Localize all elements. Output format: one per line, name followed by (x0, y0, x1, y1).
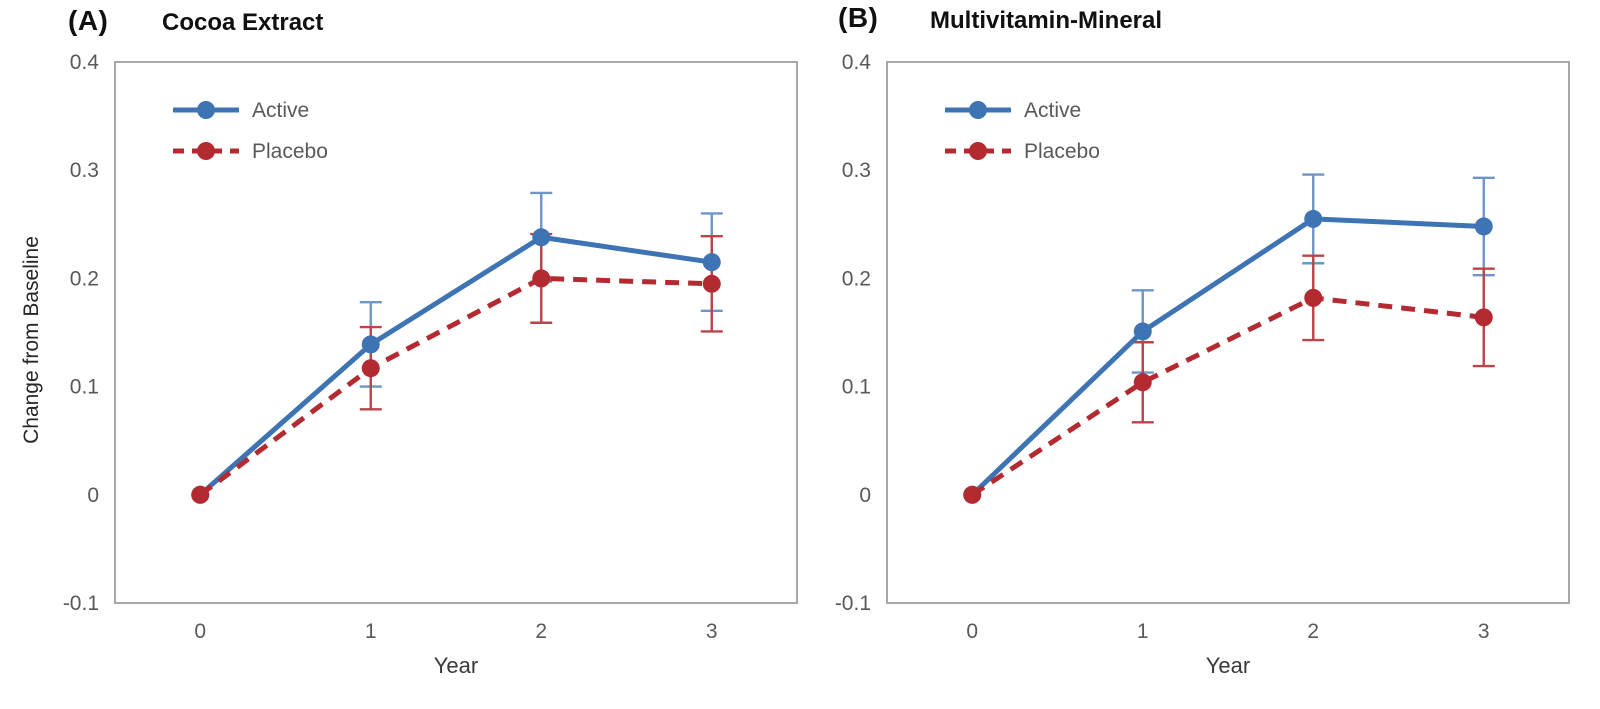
legend: Active Placebo (945, 99, 1100, 163)
y-tick-label: 0.1 (70, 376, 99, 399)
active-marker (532, 228, 551, 247)
legend-marker (969, 142, 987, 160)
placebo-marker (191, 485, 210, 504)
placebo-marker (702, 274, 721, 293)
panel-b: 0.4 0.3 0.2 0.1 0 -0.1 0 1 2 3 Active Placebo (835, 51, 1570, 643)
y-tick-label: 0.4 (842, 51, 872, 74)
x-tick-label: 1 (365, 620, 377, 643)
y-axis-title: Change from Baseline (20, 236, 43, 444)
x-tick-label: 1 (1137, 620, 1149, 643)
legend-label: Placebo (252, 140, 328, 163)
x-tick-label: 3 (1478, 620, 1490, 643)
legend-marker (197, 142, 215, 160)
placebo-line (198, 275, 712, 497)
placebo-marker (963, 485, 982, 504)
active-marker (361, 335, 380, 354)
plot-frame (886, 61, 1570, 604)
y-tick-label: 0.2 (842, 267, 871, 290)
placebo-marker (1304, 288, 1323, 307)
panel-a: 0.4 0.3 0.2 0.1 0 -0.1 0 1 2 3 Active Placebo (63, 51, 798, 643)
x-tick-label: 2 (535, 620, 547, 643)
legend-item-placebo: Placebo (945, 140, 1100, 163)
panel-a-x-axis-title: Year (433, 653, 479, 678)
x-tick-label: 0 (194, 620, 206, 643)
placebo-marker (361, 359, 380, 378)
active-marker (1304, 209, 1323, 228)
legend-marker (197, 101, 215, 119)
placebo-marker (1474, 308, 1493, 327)
active-marker (702, 253, 721, 272)
legend-item-active: Active (945, 99, 1081, 122)
y-tick-label: 0.3 (842, 159, 871, 182)
y-tick-label: 0 (87, 484, 99, 507)
legend-label: Active (1024, 99, 1081, 122)
x-tick-label: 0 (966, 620, 978, 643)
y-tick-label: 0.1 (842, 376, 871, 399)
legend: Active Placebo (173, 99, 328, 163)
y-tick-label: -0.1 (835, 592, 871, 615)
plot-frame (114, 61, 798, 604)
x-tick-label: 3 (706, 620, 718, 643)
placebo-line (970, 295, 1485, 497)
legend-marker (969, 101, 987, 119)
y-tick-label: 0.4 (70, 51, 100, 74)
y-tick-label: -0.1 (63, 592, 99, 615)
legend-label: Active (252, 99, 309, 122)
legend-label: Placebo (1024, 140, 1100, 163)
placebo-marker (1133, 373, 1152, 392)
y-tick-label: 0.3 (70, 159, 99, 182)
panel-a-title: Cocoa Extract (162, 9, 324, 36)
panel-b-title: Multivitamin-Mineral (930, 7, 1163, 34)
panel-b-x-axis-title: Year (1205, 653, 1251, 678)
y-tick-label: 0.2 (70, 267, 99, 290)
active-marker (1474, 217, 1493, 236)
placebo-error-bars (359, 232, 723, 411)
panel-a-letter: (A) (68, 5, 109, 36)
panel-b-letter: (B) (838, 2, 879, 33)
placebo-marker (532, 269, 551, 288)
placebo-error-bars (1131, 254, 1495, 424)
active-line (198, 234, 713, 497)
active-line (970, 216, 1484, 497)
x-tick-label: 2 (1307, 620, 1319, 643)
legend-item-active: Active (173, 99, 309, 122)
legend-item-placebo: Placebo (173, 140, 328, 163)
y-tick-label: 0 (859, 484, 871, 507)
active-marker (1133, 322, 1152, 341)
